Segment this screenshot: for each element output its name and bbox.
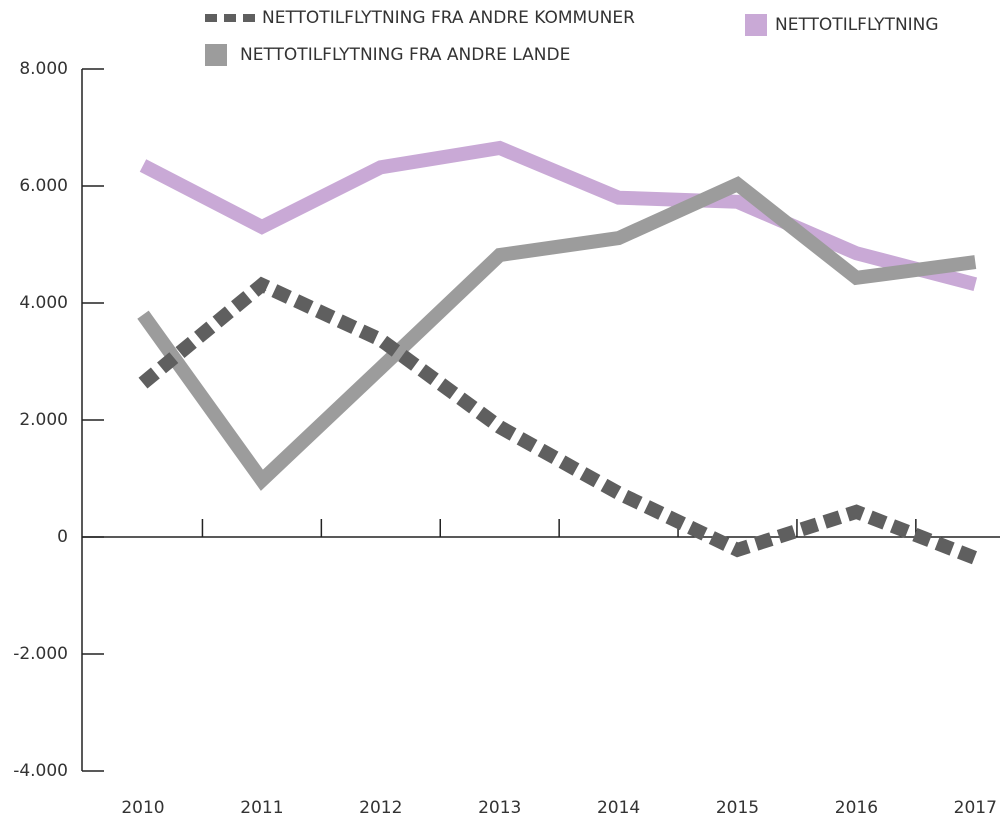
- x-tick-label: 2017: [954, 798, 997, 818]
- x-tick-label: 2010: [121, 798, 164, 818]
- series-line: [139, 140, 978, 292]
- y-tick-label: -2.000: [13, 644, 68, 664]
- y-tick-label: -4.000: [13, 761, 68, 781]
- x-tick-label: 2015: [716, 798, 759, 818]
- legend-label: NETTOTILFLYTNING: [775, 15, 939, 35]
- x-tick-label: 2013: [478, 798, 521, 818]
- legend-swatch: [205, 44, 227, 66]
- x-tick-label: 2014: [597, 798, 640, 818]
- y-tick-label: 2.000: [19, 410, 68, 430]
- legend-label: NETTOTILFLYTNING FRA ANDRE LANDE: [240, 45, 570, 65]
- series-line: [138, 276, 978, 565]
- y-tick-label: 4.000: [19, 293, 68, 313]
- y-tick-label: 0: [57, 527, 68, 547]
- series-line: [137, 176, 977, 491]
- x-tick-label: 2016: [835, 798, 878, 818]
- legend-label: NETTOTILFLYTNING FRA ANDRE KOMMUNER: [262, 8, 635, 28]
- legend-swatch: [745, 14, 767, 36]
- x-tick-label: 2012: [359, 798, 402, 818]
- y-tick-label: 6.000: [19, 176, 68, 196]
- y-tick-label: 8.000: [19, 59, 68, 79]
- x-tick-label: 2011: [240, 798, 283, 818]
